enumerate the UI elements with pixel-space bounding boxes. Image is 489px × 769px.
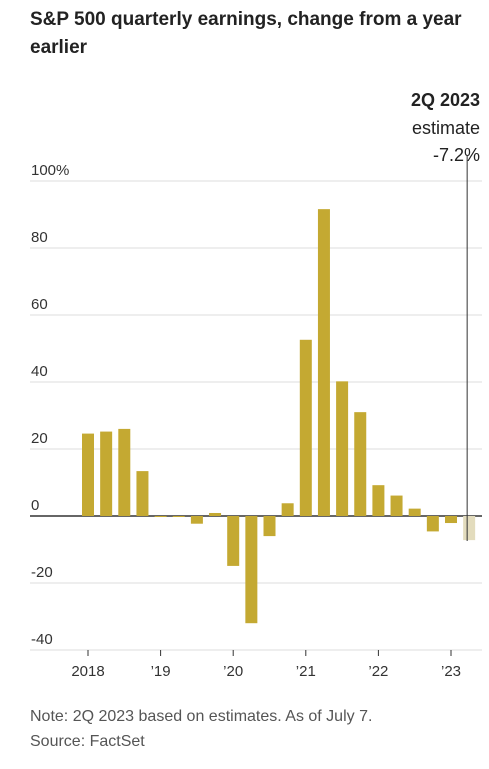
y-tick-label: 80 — [31, 229, 48, 246]
x-axis: 2018 ’19 ’20 ’21 ’22 ’23 — [71, 650, 461, 680]
bar — [336, 381, 349, 516]
estimate-annotation-label: estimate — [411, 118, 480, 138]
bar — [118, 428, 131, 516]
x-tick-label: ’21 — [296, 663, 316, 680]
bar — [408, 508, 421, 516]
y-axis-labels: 100% 80 60 40 20 0 -20 -40 — [31, 162, 69, 648]
bar — [209, 512, 222, 516]
x-tick-label: ’22 — [368, 663, 388, 680]
y-tick-label: 60 — [31, 296, 48, 313]
chart-title: S&P 500 quarterly earnings, change from … — [30, 9, 462, 58]
y-tick-label: 20 — [31, 430, 48, 447]
bar — [263, 516, 276, 537]
bar — [390, 495, 403, 516]
x-tick-label: ’19 — [151, 663, 171, 680]
bar — [190, 516, 203, 524]
y-tick-label: 100% — [31, 162, 69, 179]
bar — [299, 339, 312, 516]
x-tick-label: ’20 — [223, 663, 243, 680]
chart-footnote: Note: 2Q 2023 based on estimates. As of … — [30, 704, 372, 754]
y-tick-label: -20 — [31, 564, 53, 581]
bar — [172, 516, 185, 517]
bar — [281, 503, 294, 516]
estimate-annotation-value: -7.2% — [432, 145, 480, 165]
y-tick-label: 40 — [31, 363, 48, 380]
x-tick-label: ’23 — [441, 663, 461, 680]
bar — [426, 516, 439, 532]
bar — [245, 516, 258, 624]
estimate-annotation-period: 2Q 2023 — [410, 90, 480, 110]
x-tick-label: 2018 — [71, 663, 104, 680]
y-tick-label: 0 — [31, 497, 39, 514]
bar — [227, 516, 240, 566]
source-text: Source: FactSet — [30, 733, 145, 750]
bar — [445, 516, 457, 524]
bar — [372, 485, 385, 516]
bars — [82, 209, 476, 624]
note-text: Note: 2Q 2023 based on estimates. As of … — [30, 708, 373, 725]
bar — [136, 471, 149, 516]
earnings-bar-chart: 100% 80 60 40 20 0 -20 -40 2018 ’19 ’20 ’21 ’22 ’23 — [30, 155, 482, 680]
estimate-bar — [463, 516, 476, 541]
y-tick-label: -40 — [31, 631, 53, 648]
bar — [317, 209, 330, 516]
bar — [354, 412, 367, 516]
bar — [82, 433, 94, 516]
bar — [154, 516, 167, 518]
bar — [100, 431, 113, 516]
